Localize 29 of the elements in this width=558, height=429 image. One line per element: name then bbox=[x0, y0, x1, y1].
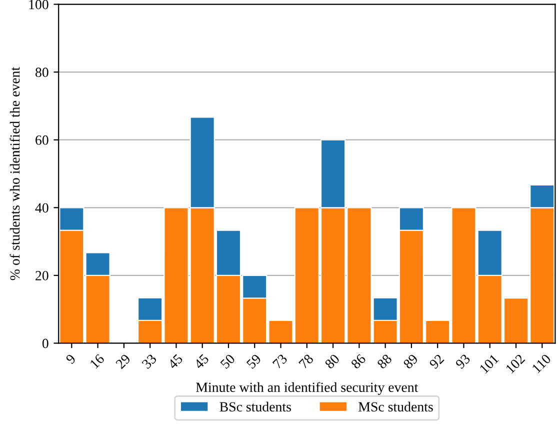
x-tick-label: 59 bbox=[246, 354, 262, 370]
y-tick-label: 0 bbox=[42, 338, 48, 348]
y-tick-label: 20 bbox=[36, 271, 48, 280]
y-axis-title: % of students who identified the event bbox=[10, 66, 20, 280]
x-tick-label: 101 bbox=[479, 354, 500, 374]
x-tick-label: 73 bbox=[272, 354, 288, 370]
x-tick-label: 102 bbox=[505, 354, 526, 374]
x-tick-label: 88 bbox=[376, 354, 392, 370]
x-tick-label: 29 bbox=[115, 354, 131, 370]
x-tick-label: 80 bbox=[324, 354, 340, 370]
x-tick-label: 92 bbox=[428, 354, 444, 370]
x-axis-title: Minute with an identified security event bbox=[196, 382, 418, 395]
x-tick-label: 33 bbox=[141, 354, 158, 370]
x-tick-label: 93 bbox=[454, 354, 471, 370]
legend-label: MSc students bbox=[358, 402, 433, 412]
x-tick-label: 9 bbox=[65, 354, 76, 364]
y-tick-label: 80 bbox=[36, 68, 48, 78]
y-tick-label: 40 bbox=[35, 203, 48, 213]
x-tick-label: 89 bbox=[402, 354, 418, 370]
x-tick-label: 78 bbox=[298, 354, 314, 370]
legend-label: BSc students bbox=[220, 402, 291, 412]
x-tick-label: 45 bbox=[167, 354, 184, 370]
x-tick-label: 86 bbox=[350, 354, 366, 370]
y-tick-label: 60 bbox=[36, 135, 48, 145]
x-tick-label: 50 bbox=[220, 354, 236, 370]
x-tick-label: 110 bbox=[532, 354, 552, 374]
x-tick-label: 45 bbox=[194, 354, 210, 370]
y-tick-label: 100 bbox=[29, 0, 48, 10]
x-tick-label: 16 bbox=[90, 354, 105, 369]
